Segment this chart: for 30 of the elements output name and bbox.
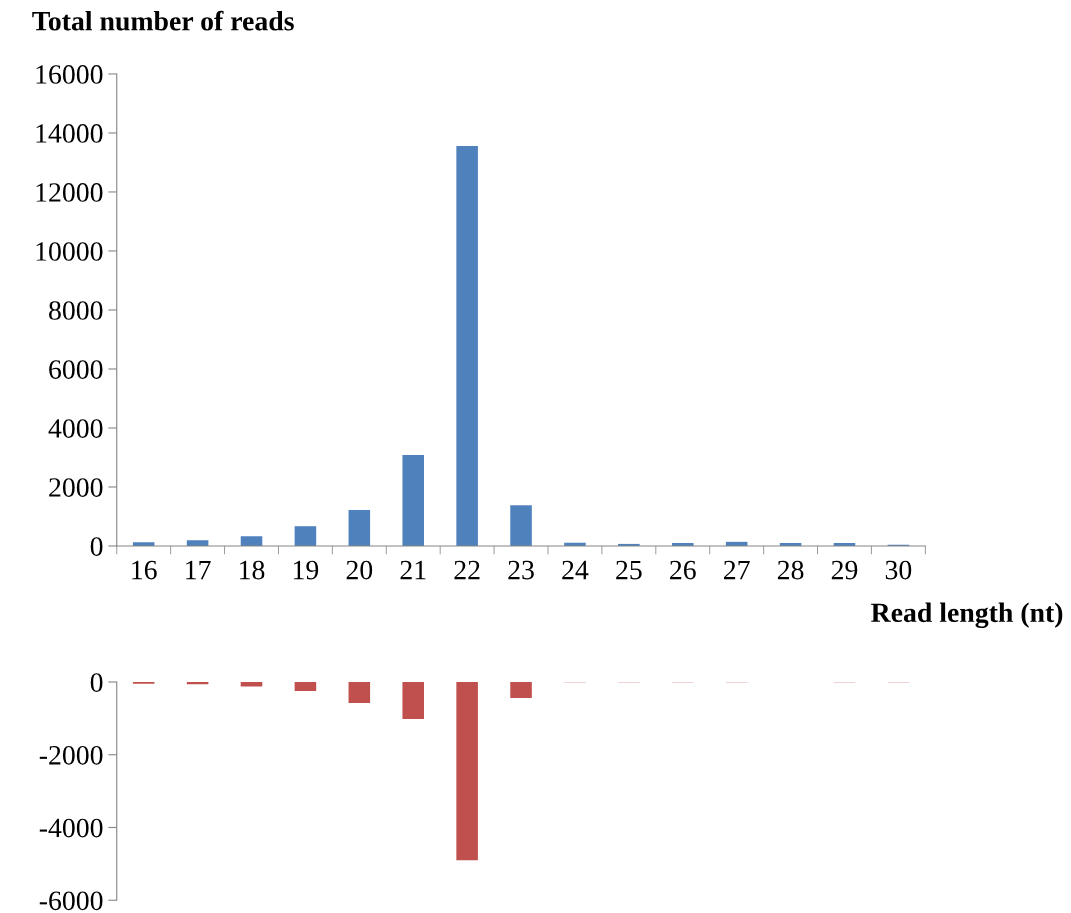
y-tick-label: 2000 (49, 478, 103, 497)
x-tick-label: 18 (240, 560, 265, 580)
x-tick-label: 28 (777, 560, 804, 580)
y-tick-label: 10000 (36, 242, 103, 261)
x-tick-label: 16 (132, 560, 157, 580)
x-tick-label: 20 (346, 560, 373, 580)
y-tick-label: 12000 (36, 183, 103, 202)
x-tick-label: 30 (885, 560, 912, 580)
y-tick-label: 6000 (49, 360, 103, 379)
x-tick-label: 21 (400, 560, 426, 580)
y-tick-label: -2000 (39, 745, 103, 765)
y-tick-label: 16000 (36, 65, 103, 84)
x-tick-label: 27 (724, 560, 750, 580)
x-tick-label: 17 (186, 560, 211, 580)
y-tick-label: 0 (90, 537, 103, 556)
x-tick-label: 19 (293, 560, 319, 580)
x-tick-label: 24 (562, 560, 589, 580)
x-tick-label: 26 (670, 560, 696, 580)
y-tick-label: 4000 (48, 419, 103, 438)
y-axis-title: Total number of reads (32, 10, 294, 31)
y-tick-label: 8000 (49, 301, 103, 320)
y-tick-label: 0 (90, 673, 103, 692)
x-axis-title: Read length (nt) (871, 602, 1063, 628)
y-tick-label: 14000 (36, 124, 103, 143)
x-tick-label: 25 (616, 560, 642, 580)
y-tick-label: -6000 (39, 891, 103, 911)
x-tick-label: 22 (454, 560, 480, 580)
x-tick-label: 23 (508, 560, 534, 580)
y-tick-label: -4000 (39, 818, 103, 838)
x-tick-label: 29 (831, 560, 858, 580)
